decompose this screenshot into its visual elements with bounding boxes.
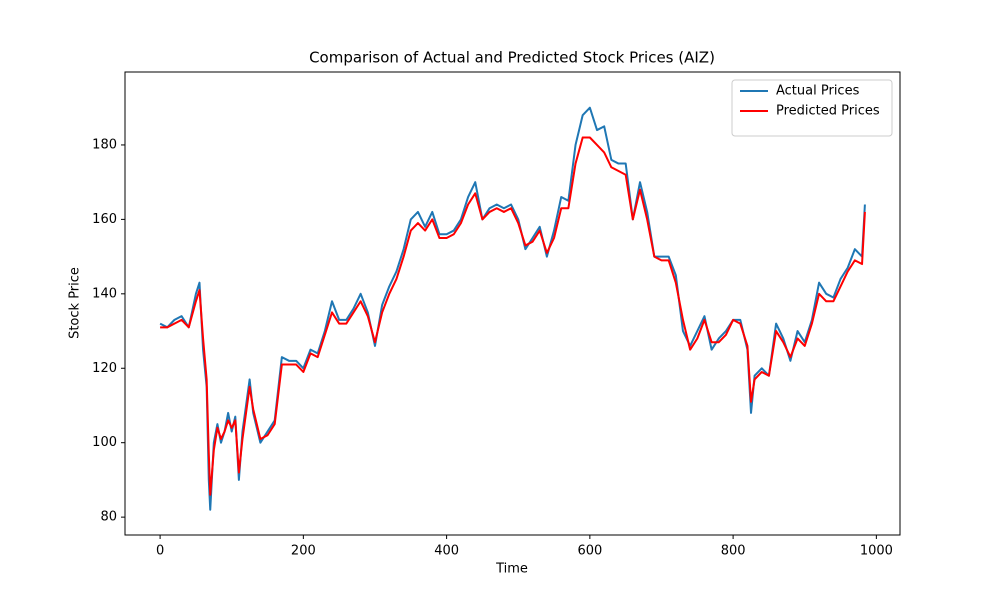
x-tick-label: 400	[434, 544, 459, 559]
legend-label: Actual Prices	[776, 84, 860, 99]
y-axis-label: Stock Price	[68, 267, 83, 339]
y-tick-label: 180	[92, 137, 117, 152]
axes-frame	[124, 71, 901, 536]
legend-box	[731, 79, 893, 137]
x-axis-label: Time	[495, 562, 528, 577]
y-tick-label: 100	[92, 435, 117, 450]
legend-label: Predicted Prices	[776, 104, 880, 119]
x-tick-label: 800	[721, 544, 746, 559]
y-tick-label: 80	[100, 510, 117, 525]
x-tick-label: 600	[577, 544, 602, 559]
x-tick-label: 200	[291, 544, 316, 559]
data-line	[160, 136, 866, 496]
x-tick-label: 1000	[860, 544, 893, 559]
y-tick-label: 120	[92, 361, 117, 376]
x-tick-label: 0	[156, 544, 164, 559]
y-tick-label: 140	[92, 286, 117, 301]
chart-title: Comparison of Actual and Predicted Stock…	[309, 49, 715, 67]
data-line	[159, 106, 866, 511]
y-tick-label: 160	[92, 212, 117, 227]
